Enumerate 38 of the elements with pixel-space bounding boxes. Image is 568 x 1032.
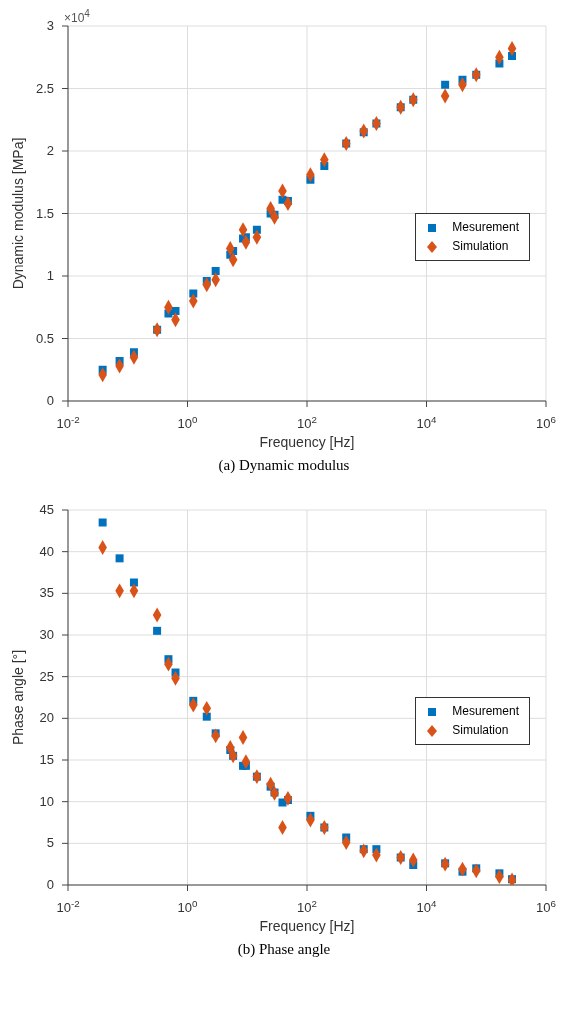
- y-tick-label: 40: [39, 543, 54, 559]
- y-tick-label: 15: [39, 752, 54, 767]
- legend-label: Mesurement: [452, 703, 519, 721]
- text: ×10$^{4}$: [64, 8, 90, 25]
- y-axis-title: Phase angle [°]: [9, 649, 26, 746]
- y-tick-label: 35: [39, 585, 54, 601]
- x-tick-label: 10$^{0}$: [177, 897, 199, 915]
- y-tick-label: 0.5: [35, 330, 54, 346]
- text: (b) Phase angle: [236, 941, 332, 958]
- x-tick-label: 10$^{2}$: [297, 413, 317, 431]
- x-tick-label: 10$^{6}$: [536, 413, 556, 431]
- x-axis-title: Frequency [Hz]: [259, 434, 355, 450]
- y-tick-label: 30: [39, 627, 54, 642]
- y-tick-label: 20: [39, 710, 54, 726]
- y-tick-label: 2.5: [35, 80, 54, 96]
- y-tick-label: 25: [39, 668, 54, 684]
- x-tick-label: 10$^{-2}$: [56, 897, 80, 915]
- y-tick-label: 3: [46, 18, 54, 33]
- y-tick-label: 1.5: [35, 205, 54, 221]
- x-tick-label: 10$^{2}$: [297, 897, 317, 915]
- text: (a) Dynamic modulus: [217, 457, 351, 474]
- y-tick-label: 0: [46, 393, 54, 408]
- y-axis-title: Dynamic modulus [MPa]: [9, 137, 26, 290]
- y-tick-label: 1: [46, 268, 54, 283]
- y-tick-label: 2: [46, 143, 54, 158]
- x-tick-label: 10$^{4}$: [416, 897, 438, 915]
- y-tick-label: 0: [46, 877, 54, 892]
- legend-label: Simulation: [452, 238, 509, 256]
- x-tick-label: 10$^{-2}$: [56, 413, 80, 431]
- x-tick-label: 10$^{6}$: [536, 897, 556, 915]
- x-axis-title: Frequency [Hz]: [259, 918, 355, 934]
- legend-label: Simulation: [452, 722, 509, 740]
- y-tick-label: 5: [46, 835, 54, 851]
- legend-label: Mesurement: [452, 219, 519, 237]
- y-tick-label: 45: [39, 502, 54, 517]
- x-tick-label: 10$^{0}$: [177, 413, 199, 431]
- y-tick-label: 10: [39, 793, 54, 809]
- x-tick-label: 10$^{4}$: [416, 413, 438, 431]
